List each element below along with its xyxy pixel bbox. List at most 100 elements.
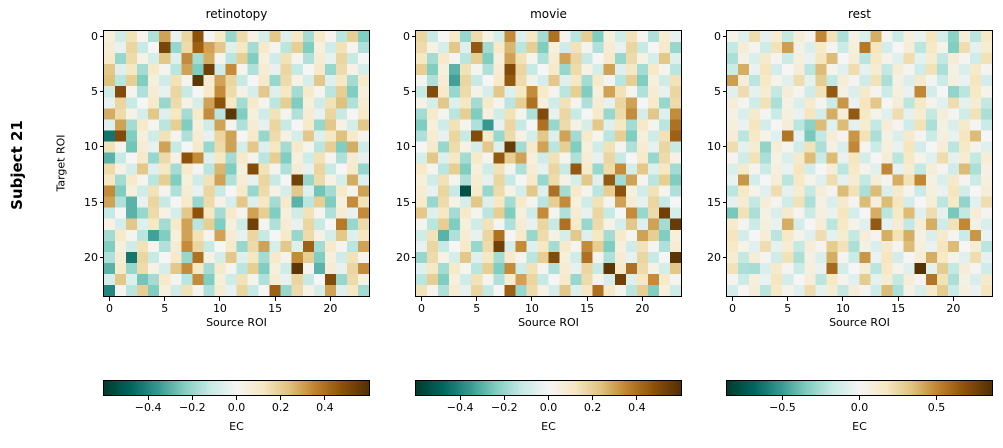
y-tick-mark xyxy=(723,201,727,203)
colorbar-movie-canvas xyxy=(416,381,681,395)
colorbar-tick-label: 0.0 xyxy=(227,401,246,414)
colorbar-tick-mark xyxy=(503,396,505,400)
colorbar-tick-label: −0.2 xyxy=(178,401,206,414)
y-tick-label: 10 xyxy=(84,140,98,154)
y-tick-label: 20 xyxy=(84,250,98,264)
movie-heatmap-canvas xyxy=(416,31,681,296)
colorbar-tick-mark xyxy=(936,396,938,400)
x-tick-mark xyxy=(842,297,844,301)
y-tick-label: 0 xyxy=(91,30,98,44)
colorbar-tick-label: −0.2 xyxy=(490,401,518,414)
colorbar-tick-label: −0.4 xyxy=(446,401,474,414)
x-tick-mark xyxy=(641,297,643,301)
y-tick-label: 15 xyxy=(396,195,410,209)
x-tick-label: 5 xyxy=(473,302,481,315)
colorbar-rest-canvas xyxy=(727,381,992,395)
x-tick-label: 0 xyxy=(418,302,426,315)
x-tick-mark xyxy=(329,297,331,301)
colorbar-tick-label: 0.2 xyxy=(271,401,290,414)
y-tick-label: 5 xyxy=(403,85,410,99)
x-tick-label: 15 xyxy=(891,302,906,315)
movie-heatmap xyxy=(415,30,682,297)
colorbar-tick-mark xyxy=(280,396,282,400)
x-tick-mark xyxy=(531,297,533,301)
y-tick-mark xyxy=(723,91,727,93)
colorbar-tick-mark xyxy=(324,396,326,400)
x-tick-label: 5 xyxy=(784,302,792,315)
colorbar-tick-label: 0.5 xyxy=(927,401,946,414)
x-tick-label: 15 xyxy=(580,302,595,315)
colorbar-tick-label: 0.0 xyxy=(539,401,558,414)
y-tick-mark xyxy=(412,256,416,258)
colorbar-tick-mark xyxy=(592,396,594,400)
x-tick-mark xyxy=(421,297,423,301)
y-tick-label: 0 xyxy=(714,30,721,44)
y-tick-mark xyxy=(412,36,416,38)
x-tick-mark xyxy=(787,297,789,301)
panel-rest: rest Source ROI EC 0 5 10 15 20 0 5 10 15 20 −0.5 0… xyxy=(707,0,993,448)
x-tick-label: 20 xyxy=(635,302,650,315)
x-tick-mark xyxy=(952,297,954,301)
colorbar-tick-mark xyxy=(859,396,860,400)
colorbar-tick-mark xyxy=(781,396,783,400)
y-tick-mark xyxy=(100,146,104,148)
colorbar-tick-label: 0.4 xyxy=(316,401,334,414)
x-tick-mark xyxy=(274,297,276,301)
x-tick-label: 10 xyxy=(212,302,227,315)
y-tick-label: 20 xyxy=(707,250,721,264)
x-tick-mark xyxy=(586,297,588,301)
x-tick-label: 0 xyxy=(729,302,737,315)
colorbar-tick-label: −0.5 xyxy=(769,401,796,414)
panel-retinotopy: retinotopy Source ROI EC 0 5 10 15 20 0 5 10 15 2… xyxy=(84,0,370,448)
y-tick-mark xyxy=(723,256,727,258)
panel-title-retinotopy: retinotopy xyxy=(205,7,268,21)
x-tick-label: 10 xyxy=(835,302,850,315)
colorbar-tick-mark xyxy=(636,396,638,400)
colorbar-tick-mark xyxy=(459,396,461,400)
x-axis-label-source-roi: Source ROI xyxy=(518,316,579,329)
x-tick-mark xyxy=(109,297,111,301)
colorbar-rest xyxy=(726,380,993,396)
y-tick-mark xyxy=(412,201,416,203)
y-tick-label: 5 xyxy=(91,85,98,99)
y-tick-label: 15 xyxy=(84,195,98,209)
colorbar-label-ec: EC xyxy=(852,420,867,433)
rest-heatmap xyxy=(726,30,993,297)
x-tick-mark xyxy=(164,297,166,301)
colorbar-tick-mark xyxy=(147,396,149,400)
colorbar-tick-label: 0.0 xyxy=(850,401,869,414)
y-tick-mark xyxy=(412,91,416,93)
retinotopy-heatmap xyxy=(103,30,370,297)
colorbar-tick-mark xyxy=(236,396,237,400)
x-axis-label-source-roi: Source ROI xyxy=(206,316,267,329)
x-axis-label-source-roi: Source ROI xyxy=(829,316,890,329)
colorbar-tick-mark xyxy=(191,396,193,400)
x-tick-mark xyxy=(732,297,734,301)
x-tick-label: 10 xyxy=(524,302,539,315)
x-tick-label: 0 xyxy=(106,302,114,315)
y-tick-mark xyxy=(412,146,416,148)
y-tick-label: 20 xyxy=(396,250,410,264)
x-tick-label: 5 xyxy=(161,302,169,315)
subject-row-label: Subject 21 xyxy=(8,120,26,210)
y-tick-label: 0 xyxy=(403,30,410,44)
y-tick-label: 15 xyxy=(707,195,721,209)
x-tick-label: 20 xyxy=(946,302,961,315)
rest-heatmap-canvas xyxy=(727,31,992,296)
y-tick-mark xyxy=(723,36,727,38)
x-tick-mark xyxy=(476,297,478,301)
y-tick-label: 10 xyxy=(707,140,721,154)
y-tick-mark xyxy=(100,256,104,258)
x-tick-label: 15 xyxy=(268,302,283,315)
colorbar-tick-label: 0.4 xyxy=(628,401,646,414)
retinotopy-heatmap-canvas xyxy=(104,31,369,296)
x-tick-mark xyxy=(897,297,899,301)
y-axis-label-target-roi: Target ROI xyxy=(54,134,68,192)
panel-title-movie: movie xyxy=(530,7,567,21)
y-tick-mark xyxy=(100,91,104,93)
panel-title-rest: rest xyxy=(847,7,871,21)
y-tick-mark xyxy=(100,36,104,38)
colorbar-label-ec: EC xyxy=(541,420,556,433)
y-tick-label: 10 xyxy=(396,140,410,154)
colorbar-retinotopy-canvas xyxy=(104,381,369,395)
